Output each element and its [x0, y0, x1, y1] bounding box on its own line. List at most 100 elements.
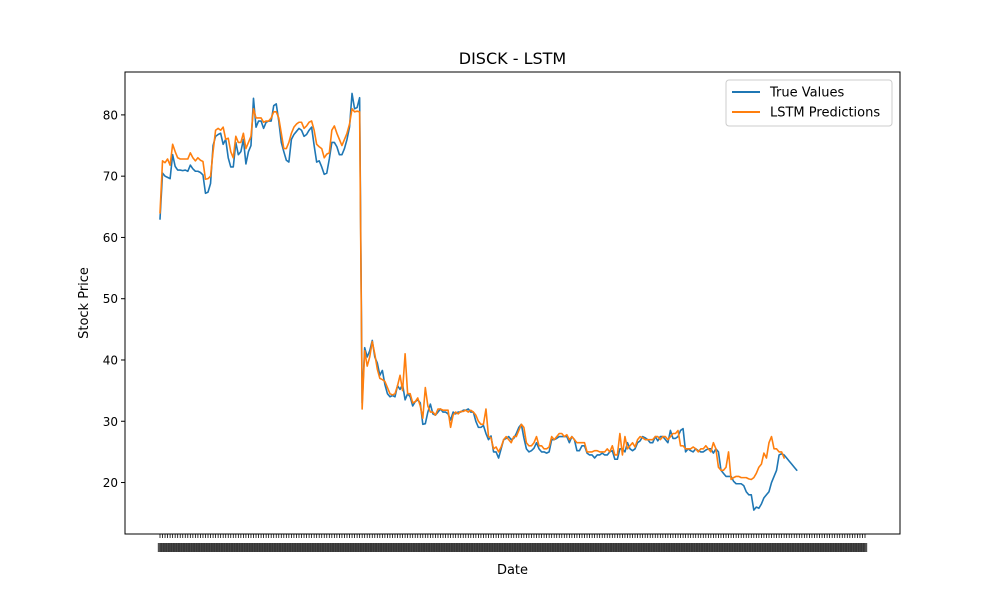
x-tick-label-overlap [413, 543, 418, 552]
x-tick-label-overlap [420, 543, 425, 552]
x-tick-label-overlap [696, 543, 701, 552]
x-tick-label-overlap [774, 543, 779, 552]
x-tick-label-overlap [557, 543, 562, 552]
x-tick-label-overlap [514, 543, 519, 552]
x-tick-label-overlap [334, 543, 340, 552]
x-tick-label-overlap [248, 543, 254, 552]
x-tick-label-overlap [549, 543, 554, 552]
x-tick-label-overlap [594, 543, 600, 552]
x-tick-label-overlap [180, 543, 185, 552]
x-tick-label-overlap [529, 543, 534, 552]
x-tick-label-overlap [322, 543, 327, 552]
x-tick-label-overlap [372, 543, 377, 552]
x-tick-label-overlap [271, 543, 276, 552]
x-tick-label-overlap [822, 543, 827, 552]
x-tick-label-overlap [423, 543, 428, 552]
x-tick-label-overlap [726, 543, 731, 552]
x-tick-label-overlap [779, 543, 784, 552]
y-tick-label: 30 [103, 415, 118, 429]
x-tick-label-overlap [501, 543, 506, 552]
x-tick-label-overlap [766, 543, 772, 552]
x-tick-label-overlap [769, 543, 774, 552]
x-tick-label-overlap [711, 543, 716, 552]
x-tick-label-overlap [410, 543, 415, 552]
x-tick-label-overlap [835, 543, 840, 552]
x-tick-label-overlap [362, 543, 367, 552]
x-tick-label-overlap [172, 543, 178, 552]
x-tick-label-overlap [650, 543, 655, 552]
x-tick-label-overlap [400, 543, 405, 552]
x-tick-label-overlap [506, 543, 511, 552]
x-tick-label-overlap [311, 543, 317, 552]
x-tick-label-overlap [428, 543, 433, 552]
x-tick-label-overlap [309, 543, 314, 552]
x-tick-label-overlap [544, 543, 549, 552]
x-tick-label-overlap [615, 543, 620, 552]
x-tick-label-overlap [294, 543, 299, 552]
x-tick-label-overlap [531, 543, 537, 552]
x-tick-label-overlap [203, 543, 208, 552]
x-tick-label-overlap [466, 543, 471, 552]
x-tick-label-overlap [860, 543, 865, 552]
x-tick-label-overlap [329, 543, 335, 552]
x-tick-label-overlap [546, 543, 552, 552]
x-tick-label-overlap [632, 543, 638, 552]
x-tick-label-overlap [764, 543, 769, 552]
x-tick-label-overlap [622, 543, 628, 552]
x-tick-label-overlap [541, 543, 547, 552]
x-tick-label-overlap [433, 543, 438, 552]
x-tick-label-overlap [266, 543, 271, 552]
x-tick-label-overlap [188, 543, 193, 552]
x-tick-label-overlap [387, 543, 393, 552]
x-tick-label-overlap [380, 543, 385, 552]
x-tick-label-overlap [483, 543, 489, 552]
x-tick-label-overlap [170, 543, 175, 552]
x-tick-label-overlap [577, 543, 582, 552]
x-tick-label-overlap [524, 543, 529, 552]
x-tick-label-overlap [807, 543, 812, 552]
x-tick-label-overlap [658, 543, 663, 552]
x-tick-label-overlap [539, 543, 544, 552]
x-tick-label-overlap [327, 543, 332, 552]
x-tick-label-overlap [688, 543, 693, 552]
x-tick-label-overlap [554, 543, 559, 552]
x-tick-label-overlap [617, 543, 623, 552]
y-tick-label: 40 [103, 353, 118, 367]
x-tick-label-overlap [448, 543, 453, 552]
chart-title: DISCK - LSTM [459, 49, 566, 68]
x-tick-label-overlap [268, 543, 274, 552]
x-tick-label-overlap [190, 543, 196, 552]
x-tick-label-overlap [263, 543, 269, 552]
x-tick-label-overlap [680, 543, 686, 552]
x-tick-label-overlap [678, 543, 683, 552]
x-tick-label-overlap [824, 543, 830, 552]
x-tick-label-overlap [627, 543, 633, 552]
x-tick-label-overlap [857, 543, 863, 552]
x-tick-label-overlap [286, 543, 292, 552]
x-tick-label-overlap [375, 543, 380, 552]
x-tick-label-overlap [610, 543, 615, 552]
x-tick-label-overlap [165, 543, 170, 552]
x-tick-label-overlap [352, 543, 357, 552]
x-tick-label-overlap [347, 543, 352, 552]
x-tick-label-overlap [837, 543, 842, 552]
x-tick-label-overlap [756, 543, 762, 552]
x-tick-label-overlap [607, 543, 612, 552]
x-tick-label-overlap [786, 543, 792, 552]
x-tick-label-overlap [284, 543, 289, 552]
x-tick-label-overlap [301, 543, 307, 552]
x-tick-label-overlap [220, 543, 226, 552]
x-tick-label-overlap [215, 543, 221, 552]
x-tick-label-overlap [402, 543, 408, 552]
x-tick-label-overlap [564, 543, 570, 552]
x-tick-label-overlap [306, 543, 312, 552]
x-tick-label-overlap [443, 543, 448, 552]
x-tick-label-overlap [481, 543, 486, 552]
x-tick-label-overlap [567, 543, 572, 552]
legend-label: LSTM Predictions [770, 106, 880, 121]
x-tick-label-overlap [205, 543, 211, 552]
x-tick-label-overlap [498, 543, 504, 552]
plot-area-frame [124, 71, 901, 535]
x-tick-label-overlap [536, 543, 542, 552]
